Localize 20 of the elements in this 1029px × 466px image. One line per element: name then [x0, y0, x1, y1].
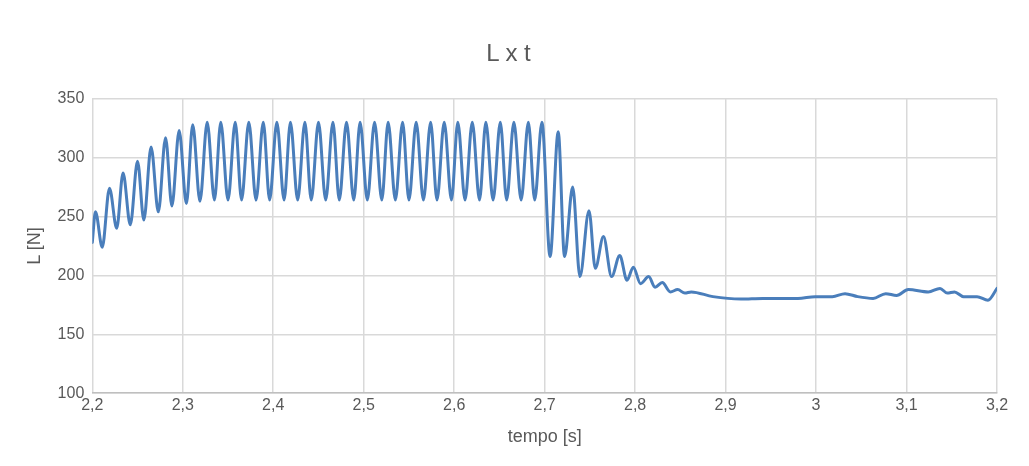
x-tick-label: 3,1 — [895, 396, 918, 414]
x-tick-label: 2,4 — [262, 396, 285, 414]
x-tick-label: 2,3 — [171, 396, 194, 414]
y-tick-label: 150 — [57, 324, 85, 342]
y-tick-label: 250 — [57, 206, 85, 224]
x-tick-label: 2,9 — [714, 396, 737, 414]
x-tick-label: 2,8 — [623, 396, 647, 414]
x-tick-label: 2,2 — [81, 396, 104, 414]
line-series — [92, 120, 997, 302]
chart-title: L x t — [486, 39, 532, 67]
x-tick-label: 2,6 — [443, 396, 466, 414]
x-tick-label: 2,5 — [352, 396, 375, 414]
x-axis-title: tempo [s] — [507, 426, 582, 447]
y-tick-label: 350 — [57, 89, 85, 107]
x-tick-label: 3 — [811, 396, 821, 414]
y-tick-label: 200 — [57, 265, 85, 283]
x-tick-label: 2,7 — [533, 396, 556, 414]
y-tick-label: 300 — [57, 148, 85, 166]
x-tick-label: 3,2 — [985, 396, 1009, 414]
y-axis-title: L [N] — [23, 227, 44, 265]
